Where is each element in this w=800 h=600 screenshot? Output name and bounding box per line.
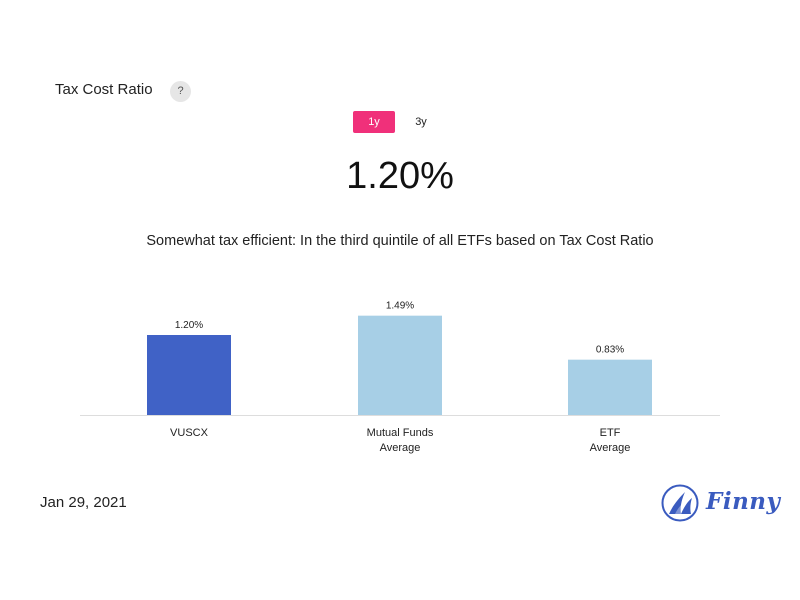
- efficiency-description: Somewhat tax efficient: In the third qui…: [146, 233, 654, 249]
- x-tick-label: Average: [590, 442, 631, 454]
- x-tick-label: ETF: [600, 427, 621, 439]
- chart-title: Tax Cost Ratio: [55, 81, 153, 98]
- bar-chart: 1.20% VUSCX 1.49% Mutual Funds Average 0.83% E…: [80, 301, 720, 454]
- x-tick-label: VUSCX: [170, 427, 209, 439]
- brand-logo-text: Finny: [706, 488, 781, 515]
- bar-data-label: 1.20%: [175, 320, 203, 331]
- x-tick-label: Mutual Funds: [367, 427, 434, 439]
- help-icon[interactable]: ?: [170, 81, 191, 102]
- tab-3y[interactable]: 3y: [415, 116, 427, 128]
- x-tick-label: Average: [380, 442, 421, 454]
- bar-data-label: 0.83%: [596, 345, 624, 356]
- sailboat-icon: [661, 484, 699, 522]
- as-of-date: Jan 29, 2021: [40, 494, 127, 511]
- bar-2: [568, 359, 652, 415]
- tax-cost-ratio-value: 1.20%: [346, 155, 454, 197]
- bar-0: [147, 335, 231, 415]
- bar-1: [358, 315, 442, 415]
- tab-1y[interactable]: 1y: [353, 111, 395, 133]
- bar-data-label: 1.49%: [386, 301, 414, 312]
